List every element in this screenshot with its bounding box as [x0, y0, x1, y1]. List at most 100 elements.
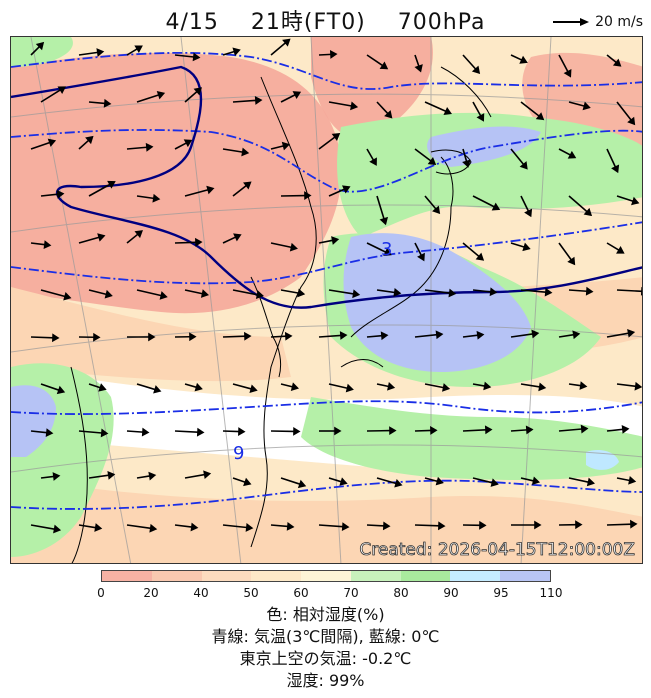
- wind-arrow-head: [153, 385, 162, 394]
- wind-arrow: [328, 477, 342, 483]
- wind-arrow-head: [634, 381, 642, 391]
- wind-arrow: [510, 333, 533, 338]
- wind-arrow-head: [369, 157, 377, 166]
- wind-arrow: [126, 146, 147, 150]
- wind-arrow: [414, 148, 432, 162]
- wind-arrow-head: [583, 207, 593, 217]
- colorbar-tick-label: 0: [97, 586, 105, 600]
- legend-color-line: 色: 相対湿度(%): [266, 605, 385, 624]
- wind-arrow: [136, 289, 162, 297]
- wind-arrow: [78, 139, 90, 150]
- wind-arrow-head: [159, 291, 168, 300]
- wind-arrow: [366, 242, 387, 253]
- wind-arrow: [126, 233, 139, 244]
- wind-arrow-head: [491, 202, 501, 211]
- wind-arrow-head: [148, 332, 156, 342]
- wind-arrow: [414, 242, 423, 256]
- wind-arrow: [222, 236, 237, 244]
- wind-arrow: [88, 289, 107, 296]
- wind-arrow-head: [448, 288, 457, 298]
- reference-arrow: 20 m/s: [553, 14, 643, 30]
- wind-arrow-head: [621, 425, 630, 434]
- colorbar-segment: [301, 571, 351, 581]
- wind-arrow-head: [148, 471, 157, 481]
- legend-temperature-line: 青線: 気温(3℃間隔), 藍線: 0℃: [211, 627, 440, 646]
- wind-arrow: [40, 89, 61, 103]
- wind-arrow-head: [640, 286, 642, 296]
- wind-arrow-head: [476, 330, 485, 340]
- wind-arrow-head: [387, 382, 396, 391]
- wind-arrow-head: [585, 286, 594, 296]
- wind-arrow-head: [57, 86, 67, 94]
- wind-arrow-head: [281, 141, 290, 151]
- wind-arrow-head: [334, 426, 342, 436]
- wind-arrow-head: [563, 68, 572, 78]
- wind-arrow-head: [490, 478, 499, 487]
- wind-arrow-head: [535, 112, 545, 121]
- wind-arrow: [414, 54, 420, 67]
- wind-arrow: [424, 477, 438, 483]
- wind-arrow: [510, 54, 523, 61]
- wind-arrow: [280, 477, 301, 485]
- wind-arrow: [184, 473, 205, 479]
- colorbar-segment: [450, 571, 501, 581]
- wind-arrow: [270, 335, 287, 338]
- wind-arrow-head: [524, 208, 533, 218]
- wind-arrow-head: [243, 181, 252, 190]
- wind-arrow: [136, 195, 154, 200]
- colorbar-tick-label: 80: [393, 586, 409, 600]
- colorbar-tick-label: 20: [143, 586, 159, 600]
- wind-arrow: [280, 289, 299, 294]
- wind-arrow: [184, 189, 209, 197]
- wind-arrow-head: [290, 382, 300, 391]
- colorbar-segment: [400, 571, 451, 581]
- wind-arrow-head: [442, 383, 451, 392]
- wind-arrow: [30, 45, 41, 56]
- wind-arrow-head: [331, 236, 340, 245]
- wind-arrow-head: [580, 424, 589, 434]
- wind-arrow-head: [203, 470, 212, 480]
- reference-arrow-label: 20 m/s: [595, 14, 643, 30]
- wind-arrow: [414, 429, 432, 432]
- contour-label-9: 9: [233, 443, 244, 464]
- wind-arrow: [174, 241, 197, 244]
- wind-arrow-head: [631, 196, 640, 206]
- wind-arrow: [232, 99, 256, 103]
- wind-arrow: [40, 193, 58, 197]
- wind-arrow-head: [238, 427, 246, 436]
- wind-arrow: [472, 383, 485, 387]
- wind-arrow-head: [417, 252, 425, 262]
- wind-arrow-head: [579, 381, 588, 390]
- wind-arrow-head: [43, 240, 52, 249]
- colorbar-tick-label: 95: [493, 586, 509, 600]
- wind-arrow-head: [380, 331, 389, 341]
- wind-arrow: [270, 524, 289, 528]
- wind-arrow: [232, 477, 246, 483]
- wind-arrow: [136, 383, 156, 391]
- wind-arrow-head: [630, 519, 638, 529]
- wind-arrow-head: [289, 242, 298, 252]
- colorbar-tick-label: 70: [343, 586, 359, 600]
- legend-tokyo-temperature: 東京上空の気温: -0.2℃: [239, 649, 412, 668]
- wind-arrow-head: [297, 479, 307, 489]
- wind-arrow: [568, 101, 585, 107]
- wind-arrow: [30, 336, 54, 339]
- wind-arrow: [30, 141, 51, 150]
- wind-arrow-head: [195, 237, 203, 247]
- wind-arrow: [174, 54, 194, 58]
- wind-arrow-head: [104, 289, 113, 299]
- wind-arrow-head: [232, 47, 241, 56]
- wind-arrow: [136, 94, 160, 103]
- wind-arrow: [424, 289, 450, 294]
- wind-arrow-head: [52, 333, 60, 343]
- colorbar-segment: [151, 571, 202, 581]
- wind-arrow: [280, 94, 296, 103]
- wind-arrow: [462, 428, 487, 432]
- wind-arrow: [270, 145, 284, 150]
- wind-arrow: [520, 383, 540, 388]
- wind-arrow-head: [538, 382, 547, 392]
- wind-arrow: [414, 333, 437, 338]
- wind-arrow: [328, 101, 352, 107]
- chart-title: 4/15 21時(FT0) 700hPa: [0, 4, 651, 36]
- wind-arrow: [414, 524, 440, 527]
